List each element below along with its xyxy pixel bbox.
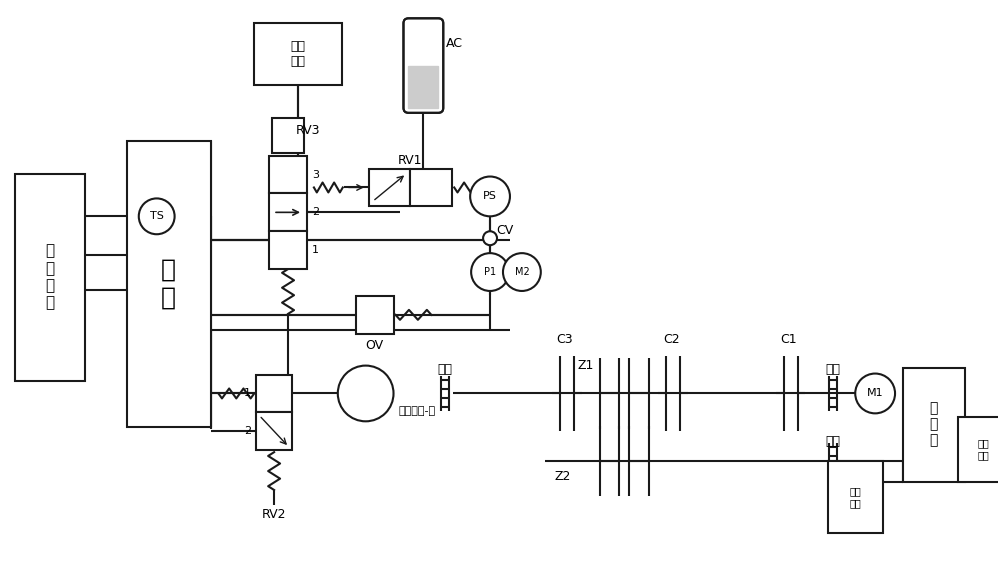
Circle shape <box>471 253 509 291</box>
Bar <box>256 375 292 413</box>
Bar <box>269 231 307 269</box>
Text: RV1: RV1 <box>398 154 423 167</box>
Text: 左驱
动轮: 左驱 动轮 <box>849 486 861 508</box>
Text: RV3: RV3 <box>296 125 321 137</box>
Bar <box>828 461 883 533</box>
Bar <box>254 23 342 85</box>
Bar <box>958 417 1000 482</box>
Text: 油
箱: 油 箱 <box>161 258 176 310</box>
Circle shape <box>855 374 895 413</box>
Bar <box>356 296 394 334</box>
Bar <box>269 194 307 231</box>
Text: CV: CV <box>496 224 513 237</box>
Text: 花键: 花键 <box>826 363 841 376</box>
Text: 花键: 花键 <box>826 435 841 448</box>
Text: AC: AC <box>446 37 463 50</box>
Bar <box>269 156 307 194</box>
Bar <box>256 413 292 450</box>
Text: 1: 1 <box>244 388 251 398</box>
Text: OV: OV <box>366 339 384 352</box>
Text: 驱
动
桥: 驱 动 桥 <box>930 401 938 448</box>
Bar <box>903 367 965 482</box>
Bar <box>15 174 85 380</box>
Text: 3: 3 <box>312 170 319 179</box>
Text: RV2: RV2 <box>262 508 286 521</box>
Text: C1: C1 <box>780 333 797 346</box>
Text: 液压马达-泵: 液压马达-泵 <box>399 406 436 417</box>
Text: 花键: 花键 <box>438 363 453 376</box>
Text: TS: TS <box>150 211 164 221</box>
Bar <box>410 169 452 207</box>
Text: Z1: Z1 <box>578 359 594 372</box>
Text: Z2: Z2 <box>555 470 571 483</box>
Text: P1: P1 <box>484 267 496 277</box>
Text: 1: 1 <box>312 245 319 255</box>
Text: C2: C2 <box>663 333 679 346</box>
Text: M1: M1 <box>867 388 883 398</box>
Circle shape <box>503 253 541 291</box>
Circle shape <box>338 366 394 421</box>
Text: C3: C3 <box>556 333 573 346</box>
FancyBboxPatch shape <box>403 18 443 113</box>
Text: 2: 2 <box>312 207 319 217</box>
Bar <box>127 141 211 427</box>
Text: 冷
却
系
统: 冷 却 系 统 <box>46 243 55 311</box>
Circle shape <box>139 199 175 234</box>
Circle shape <box>470 177 510 216</box>
Text: M2: M2 <box>515 267 529 277</box>
Text: 右驱
动轮: 右驱 动轮 <box>978 439 989 460</box>
Text: PS: PS <box>483 191 497 201</box>
Text: 2: 2 <box>244 426 251 436</box>
Polygon shape <box>408 66 438 108</box>
Circle shape <box>483 231 497 245</box>
Bar <box>272 118 304 153</box>
Text: 动作
油路: 动作 油路 <box>290 40 305 68</box>
Bar <box>369 169 410 207</box>
